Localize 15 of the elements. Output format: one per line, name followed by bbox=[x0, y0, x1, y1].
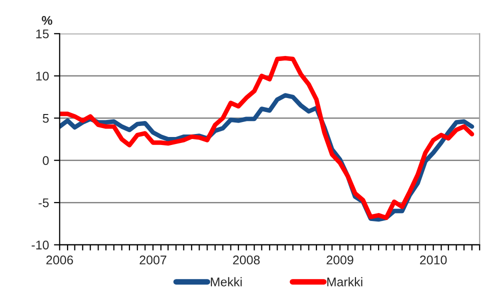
x-tick-label: 2008 bbox=[233, 256, 260, 264]
x-tick-label: 2010 bbox=[420, 256, 447, 264]
x-tick-label: 2009 bbox=[326, 256, 354, 264]
y-tick-label: 0 bbox=[42, 156, 49, 165]
x-tick-label: 2006 bbox=[46, 256, 73, 264]
y-tick-label: 10 bbox=[36, 72, 49, 81]
y-tick-label: 5 bbox=[42, 114, 49, 123]
line-series bbox=[60, 56, 474, 220]
y-axis-title: % bbox=[42, 16, 52, 25]
legend-label: Markki bbox=[327, 277, 362, 286]
y-tick-label: -5 bbox=[38, 198, 49, 208]
legend-label: Mekki bbox=[210, 277, 242, 286]
x-tick-label: 2007 bbox=[140, 256, 166, 264]
y-tick-label: 15 bbox=[36, 30, 49, 38]
y-tick-label: -10 bbox=[32, 240, 49, 250]
